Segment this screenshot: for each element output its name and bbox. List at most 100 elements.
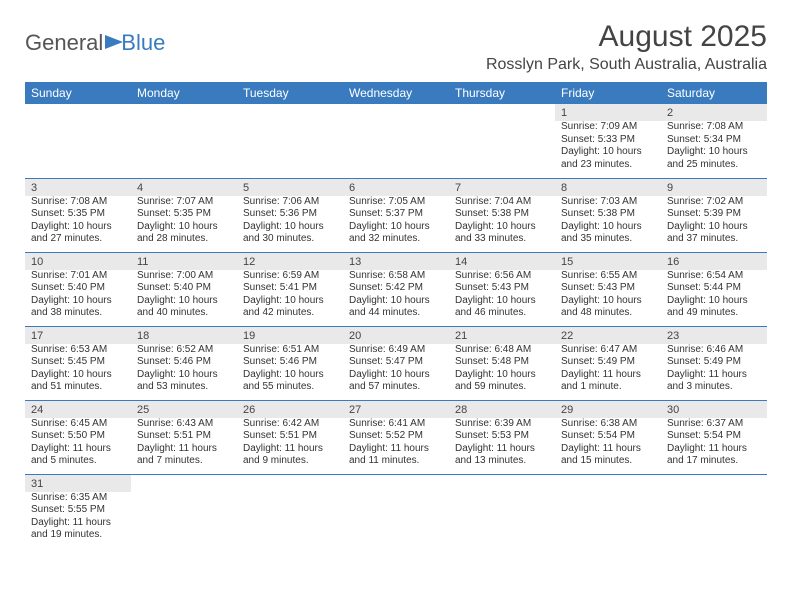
day-number: 27: [343, 401, 449, 418]
day-cell: [131, 104, 237, 178]
sunset-text: Sunset: 5:39 PM: [667, 208, 761, 221]
sunrise-text: Sunrise: 6:52 AM: [137, 344, 231, 357]
day-number: 28: [449, 401, 555, 418]
week-row: 1Sunrise: 7:09 AMSunset: 5:33 PMDaylight…: [25, 104, 767, 178]
sunrise-text: Sunrise: 6:45 AM: [31, 418, 125, 431]
col-thursday: Thursday: [449, 82, 555, 104]
day-content: Sunrise: 6:48 AMSunset: 5:48 PMDaylight:…: [449, 344, 555, 398]
daylight-text: Daylight: 11 hours and 5 minutes.: [31, 443, 125, 468]
day-content: Sunrise: 6:51 AMSunset: 5:46 PMDaylight:…: [237, 344, 343, 398]
day-cell: 22Sunrise: 6:47 AMSunset: 5:49 PMDayligh…: [555, 326, 661, 400]
day-cell: 20Sunrise: 6:49 AMSunset: 5:47 PMDayligh…: [343, 326, 449, 400]
day-content: Sunrise: 6:54 AMSunset: 5:44 PMDaylight:…: [661, 270, 767, 324]
month-title: August 2025: [486, 20, 767, 54]
day-cell: 11Sunrise: 7:00 AMSunset: 5:40 PMDayligh…: [131, 252, 237, 326]
sunrise-text: Sunrise: 7:09 AM: [561, 121, 655, 134]
day-number: 24: [25, 401, 131, 418]
day-number: 12: [237, 253, 343, 270]
day-number: 8: [555, 179, 661, 196]
sunset-text: Sunset: 5:53 PM: [455, 430, 549, 443]
day-cell: 12Sunrise: 6:59 AMSunset: 5:41 PMDayligh…: [237, 252, 343, 326]
sunset-text: Sunset: 5:46 PM: [243, 356, 337, 369]
daylight-text: Daylight: 10 hours and 48 minutes.: [561, 295, 655, 320]
day-cell: [449, 104, 555, 178]
sunrise-text: Sunrise: 6:58 AM: [349, 270, 443, 283]
header: General Blue August 2025 Rosslyn Park, S…: [25, 20, 767, 74]
week-row: 10Sunrise: 7:01 AMSunset: 5:40 PMDayligh…: [25, 252, 767, 326]
day-number: 23: [661, 327, 767, 344]
day-content: Sunrise: 6:58 AMSunset: 5:42 PMDaylight:…: [343, 270, 449, 324]
day-content: Sunrise: 6:56 AMSunset: 5:43 PMDaylight:…: [449, 270, 555, 324]
title-block: August 2025 Rosslyn Park, South Australi…: [486, 20, 767, 74]
daylight-text: Daylight: 10 hours and 28 minutes.: [137, 221, 231, 246]
sunrise-text: Sunrise: 7:06 AM: [243, 196, 337, 209]
daylight-text: Daylight: 10 hours and 49 minutes.: [667, 295, 761, 320]
day-number: 6: [343, 179, 449, 196]
sunrise-text: Sunrise: 6:47 AM: [561, 344, 655, 357]
day-content: Sunrise: 6:39 AMSunset: 5:53 PMDaylight:…: [449, 418, 555, 472]
daylight-text: Daylight: 10 hours and 57 minutes.: [349, 369, 443, 394]
day-cell: 30Sunrise: 6:37 AMSunset: 5:54 PMDayligh…: [661, 400, 767, 474]
sunset-text: Sunset: 5:44 PM: [667, 282, 761, 295]
daylight-text: Daylight: 10 hours and 53 minutes.: [137, 369, 231, 394]
sunset-text: Sunset: 5:42 PM: [349, 282, 443, 295]
day-cell: 1Sunrise: 7:09 AMSunset: 5:33 PMDaylight…: [555, 104, 661, 178]
day-number: 1: [555, 104, 661, 121]
sunset-text: Sunset: 5:49 PM: [561, 356, 655, 369]
day-number: 21: [449, 327, 555, 344]
daylight-text: Daylight: 11 hours and 1 minute.: [561, 369, 655, 394]
day-content: Sunrise: 6:37 AMSunset: 5:54 PMDaylight:…: [661, 418, 767, 472]
logo-text-general: General: [25, 30, 103, 56]
week-row: 3Sunrise: 7:08 AMSunset: 5:35 PMDaylight…: [25, 178, 767, 252]
sunrise-text: Sunrise: 6:49 AM: [349, 344, 443, 357]
day-cell: 5Sunrise: 7:06 AMSunset: 5:36 PMDaylight…: [237, 178, 343, 252]
day-number: 14: [449, 253, 555, 270]
day-cell: 31Sunrise: 6:35 AMSunset: 5:55 PMDayligh…: [25, 474, 131, 548]
col-wednesday: Wednesday: [343, 82, 449, 104]
sunrise-text: Sunrise: 6:51 AM: [243, 344, 337, 357]
day-cell: [237, 474, 343, 548]
day-content: Sunrise: 7:09 AMSunset: 5:33 PMDaylight:…: [555, 121, 661, 175]
day-content: Sunrise: 6:59 AMSunset: 5:41 PMDaylight:…: [237, 270, 343, 324]
day-content: Sunrise: 6:35 AMSunset: 5:55 PMDaylight:…: [25, 492, 131, 546]
daylight-text: Daylight: 11 hours and 11 minutes.: [349, 443, 443, 468]
day-cell: [343, 474, 449, 548]
daylight-text: Daylight: 10 hours and 55 minutes.: [243, 369, 337, 394]
day-number: 13: [343, 253, 449, 270]
day-number: 25: [131, 401, 237, 418]
col-tuesday: Tuesday: [237, 82, 343, 104]
day-cell: 25Sunrise: 6:43 AMSunset: 5:51 PMDayligh…: [131, 400, 237, 474]
day-cell: [449, 474, 555, 548]
day-cell: 13Sunrise: 6:58 AMSunset: 5:42 PMDayligh…: [343, 252, 449, 326]
day-number: 5: [237, 179, 343, 196]
daylight-text: Daylight: 11 hours and 19 minutes.: [31, 517, 125, 542]
day-number: 2: [661, 104, 767, 121]
day-content: Sunrise: 7:05 AMSunset: 5:37 PMDaylight:…: [343, 196, 449, 250]
daylight-text: Daylight: 10 hours and 51 minutes.: [31, 369, 125, 394]
day-cell: 18Sunrise: 6:52 AMSunset: 5:46 PMDayligh…: [131, 326, 237, 400]
day-cell: 24Sunrise: 6:45 AMSunset: 5:50 PMDayligh…: [25, 400, 131, 474]
daylight-text: Daylight: 11 hours and 17 minutes.: [667, 443, 761, 468]
sunrise-text: Sunrise: 7:05 AM: [349, 196, 443, 209]
daylight-text: Daylight: 10 hours and 38 minutes.: [31, 295, 125, 320]
day-cell: 15Sunrise: 6:55 AMSunset: 5:43 PMDayligh…: [555, 252, 661, 326]
daylight-text: Daylight: 11 hours and 13 minutes.: [455, 443, 549, 468]
daylight-text: Daylight: 10 hours and 33 minutes.: [455, 221, 549, 246]
day-cell: 9Sunrise: 7:02 AMSunset: 5:39 PMDaylight…: [661, 178, 767, 252]
sunset-text: Sunset: 5:38 PM: [455, 208, 549, 221]
day-cell: 16Sunrise: 6:54 AMSunset: 5:44 PMDayligh…: [661, 252, 767, 326]
day-number: 19: [237, 327, 343, 344]
week-row: 31Sunrise: 6:35 AMSunset: 5:55 PMDayligh…: [25, 474, 767, 548]
day-content: Sunrise: 6:53 AMSunset: 5:45 PMDaylight:…: [25, 344, 131, 398]
day-number: 7: [449, 179, 555, 196]
day-cell: 10Sunrise: 7:01 AMSunset: 5:40 PMDayligh…: [25, 252, 131, 326]
day-number: 22: [555, 327, 661, 344]
sunset-text: Sunset: 5:37 PM: [349, 208, 443, 221]
daylight-text: Daylight: 10 hours and 25 minutes.: [667, 146, 761, 171]
col-sunday: Sunday: [25, 82, 131, 104]
sunrise-text: Sunrise: 7:03 AM: [561, 196, 655, 209]
sunset-text: Sunset: 5:50 PM: [31, 430, 125, 443]
sunrise-text: Sunrise: 6:55 AM: [561, 270, 655, 283]
sunset-text: Sunset: 5:43 PM: [455, 282, 549, 295]
sunrise-text: Sunrise: 6:54 AM: [667, 270, 761, 283]
